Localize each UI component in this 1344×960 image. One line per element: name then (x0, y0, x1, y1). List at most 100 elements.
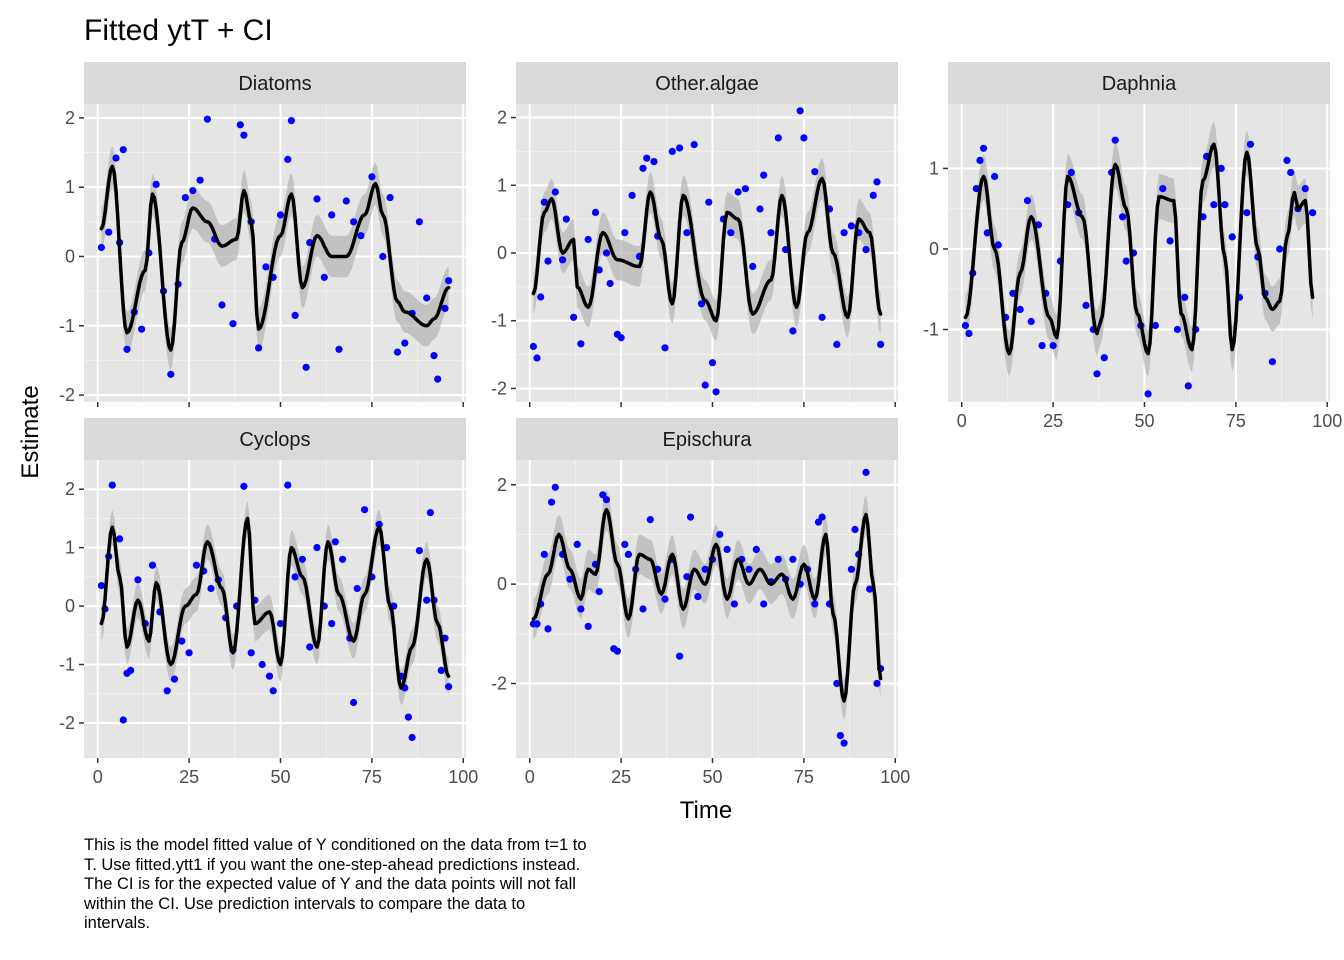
data-point (980, 144, 988, 152)
data-point (566, 575, 574, 583)
data-point (441, 304, 449, 312)
y-tick-label: 1 (65, 177, 75, 197)
data-point (613, 647, 622, 655)
caption-line: T. Use fitted.ytt1 if you want the one-s… (84, 855, 581, 874)
data-point (408, 733, 416, 742)
data-point (1228, 233, 1236, 241)
y-tick-label: 0 (65, 246, 75, 266)
x-tick-label: 100 (448, 767, 478, 787)
facet-strip (948, 62, 1330, 104)
data-point (533, 354, 541, 362)
data-point (602, 496, 611, 504)
y-tick-label: 1 (497, 175, 507, 195)
facet-strip-label: Daphnia (1102, 73, 1177, 95)
data-point (976, 156, 984, 164)
data-point (639, 164, 647, 172)
y-tick-label: 0 (929, 239, 939, 259)
data-point (1100, 354, 1108, 362)
facet-strip (84, 418, 466, 460)
y-tick-label: 0 (65, 596, 75, 616)
x-tick-label: 25 (1043, 411, 1063, 431)
data-point (646, 516, 654, 524)
data-point (1093, 370, 1101, 378)
y-tick-label: 2 (65, 479, 75, 499)
y-tick-label: 2 (65, 108, 75, 128)
chart-title: Fitted ytT + CI (84, 14, 273, 47)
data-point (328, 211, 336, 219)
data-point (961, 321, 970, 330)
data-point (119, 716, 127, 724)
data-point (621, 540, 629, 549)
data-point (551, 188, 559, 196)
data-point (617, 334, 625, 342)
data-point (313, 544, 321, 552)
data-point (350, 698, 358, 707)
data-point (170, 675, 179, 683)
data-point (862, 468, 870, 476)
data-point (1246, 140, 1255, 148)
data-point (229, 320, 237, 328)
data-point (789, 327, 797, 335)
data-point (676, 652, 684, 660)
facet-strip-label: Epischura (663, 429, 753, 451)
data-point (840, 229, 848, 237)
panel-data (961, 121, 1317, 398)
data-point (800, 134, 808, 142)
data-point (196, 176, 204, 184)
data-point (529, 342, 538, 351)
data-point (276, 620, 285, 628)
data-point (97, 582, 105, 590)
data-point (639, 605, 647, 613)
data-point (284, 155, 292, 163)
data-point (1082, 301, 1090, 309)
y-tick-label: -2 (491, 378, 507, 398)
data-point (276, 211, 285, 219)
data-point (741, 185, 750, 193)
data-point (749, 262, 757, 271)
data-point (291, 573, 299, 581)
data-point (138, 325, 146, 333)
data-point (163, 687, 171, 695)
data-point (723, 545, 731, 554)
data-point (972, 185, 980, 193)
data-point (430, 352, 438, 360)
y-tick-label: -1 (59, 655, 75, 675)
data-point (393, 348, 402, 356)
x-tick-label: 0 (957, 411, 967, 431)
panel-background (516, 460, 898, 758)
data-point (716, 530, 724, 539)
data-point (181, 194, 189, 202)
data-point (866, 585, 874, 593)
data-point (375, 520, 383, 528)
data-point (127, 666, 135, 675)
data-point (745, 565, 753, 573)
facet-panel-cyclops: Cyclops -2 -1 0 1 2 0 25 50 75 100 (59, 418, 478, 787)
facet-strip (516, 62, 898, 104)
data-point (1122, 257, 1130, 265)
facet-strip-label: Diatoms (238, 73, 311, 95)
caption-line: intervals. (84, 914, 151, 932)
data-point (818, 313, 826, 321)
data-point (994, 241, 1002, 249)
data-point (335, 345, 343, 353)
data-point (255, 344, 263, 352)
panel-data (97, 115, 453, 383)
data-point (1210, 201, 1218, 209)
data-point (445, 683, 453, 691)
data-point (189, 187, 197, 195)
data-point (599, 491, 607, 499)
data-point (1217, 164, 1225, 172)
data-point (1023, 197, 1032, 205)
data-point (379, 252, 387, 261)
x-tick-label: 75 (362, 767, 382, 787)
data-point (123, 345, 131, 353)
data-point (236, 121, 244, 129)
caption-line: This is the model fitted value of Y cond… (84, 836, 587, 854)
data-point (218, 301, 226, 309)
data-point (119, 146, 127, 154)
data-point (368, 173, 376, 181)
data-point (207, 584, 215, 593)
data-point (1221, 201, 1229, 209)
data-point (584, 235, 592, 244)
